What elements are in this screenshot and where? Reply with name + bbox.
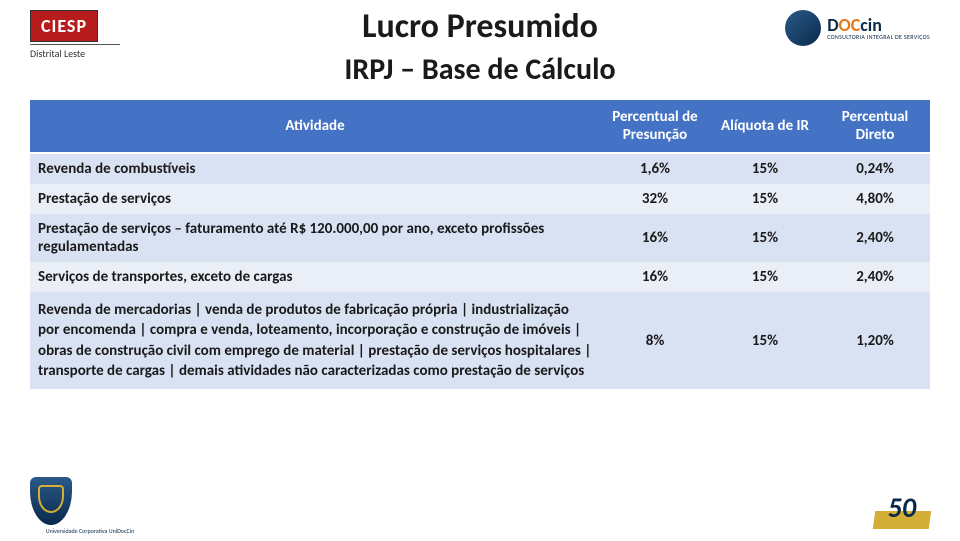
globe-icon [785, 10, 821, 46]
cell-activity: Serviços de transportes, exceto de carga… [30, 262, 600, 292]
cell-p1: 16% [600, 214, 710, 262]
table-wrap: Atividade Percentual de Presunção Alíquo… [0, 100, 960, 389]
cell-p3: 1,20% [820, 292, 930, 389]
col-presuncao: Percentual de Presunção [600, 100, 710, 153]
table-row: Prestação de serviços – faturamento até … [30, 214, 930, 262]
cell-p1: 1,6% [600, 153, 710, 184]
badge-number: 50 [888, 490, 916, 525]
cell-p2: 15% [710, 262, 820, 292]
footer-bar: Universidade Corporativa UniDocCin 50 [0, 477, 960, 535]
cell-activity: Prestação de serviços – faturamento até … [30, 214, 600, 262]
doccin-tagline: CONSULTORIA INTEGRAL DE SERVIÇOS [827, 34, 930, 40]
cell-p3: 2,40% [820, 214, 930, 262]
col-aliquota: Alíquota de IR [710, 100, 820, 153]
ciesp-logo: CIESP Distrital Leste [30, 10, 120, 60]
shield-icon [30, 477, 72, 525]
page-title: Lucro Presumido [344, 6, 615, 47]
ciesp-box: CIESP [30, 10, 98, 42]
doccin-name: DOCcin [827, 16, 930, 34]
cell-p3: 4,80% [820, 184, 930, 214]
cell-activity: Prestação de serviços [30, 184, 600, 214]
cell-p2: 15% [710, 214, 820, 262]
table-row: Prestação de serviços 32% 15% 4,80% [30, 184, 930, 214]
cell-activity: Revenda de combustíveis [30, 153, 600, 184]
table-header-row: Atividade Percentual de Presunção Alíquo… [30, 100, 930, 153]
cell-p2: 15% [710, 184, 820, 214]
doccin-text: DOCcin CONSULTORIA INTEGRAL DE SERVIÇOS [827, 16, 930, 40]
cell-p2: 15% [710, 292, 820, 389]
anniversary-badge: 50 [874, 479, 930, 535]
cell-p3: 0,24% [820, 153, 930, 184]
cell-p2: 15% [710, 153, 820, 184]
table-row: Revenda de mercadorias | venda de produt… [30, 292, 930, 389]
doccin-logo: DOCcin CONSULTORIA INTEGRAL DE SERVIÇOS [785, 10, 930, 46]
table-row: Revenda de combustíveis 1,6% 15% 0,24% [30, 153, 930, 184]
page-subtitle: IRPJ – Base de Cálculo [344, 51, 615, 88]
cell-p1: 8% [600, 292, 710, 389]
irpj-table: Atividade Percentual de Presunção Alíquo… [30, 100, 930, 389]
col-direto: Percentual Direto [820, 100, 930, 153]
col-atividade: Atividade [30, 100, 600, 153]
cell-p1: 16% [600, 262, 710, 292]
cell-p1: 32% [600, 184, 710, 214]
table-row: Serviços de transportes, exceto de carga… [30, 262, 930, 292]
title-block: Lucro Presumido IRPJ – Base de Cálculo [344, 6, 615, 88]
shield-label: Universidade Corporativa UniDocCin [30, 527, 150, 535]
cell-p3: 2,40% [820, 262, 930, 292]
cell-activity: Revenda de mercadorias | venda de produt… [30, 292, 600, 389]
ciesp-subtitle: Distrital Leste [30, 44, 120, 60]
footer-left: Universidade Corporativa UniDocCin [30, 477, 150, 535]
